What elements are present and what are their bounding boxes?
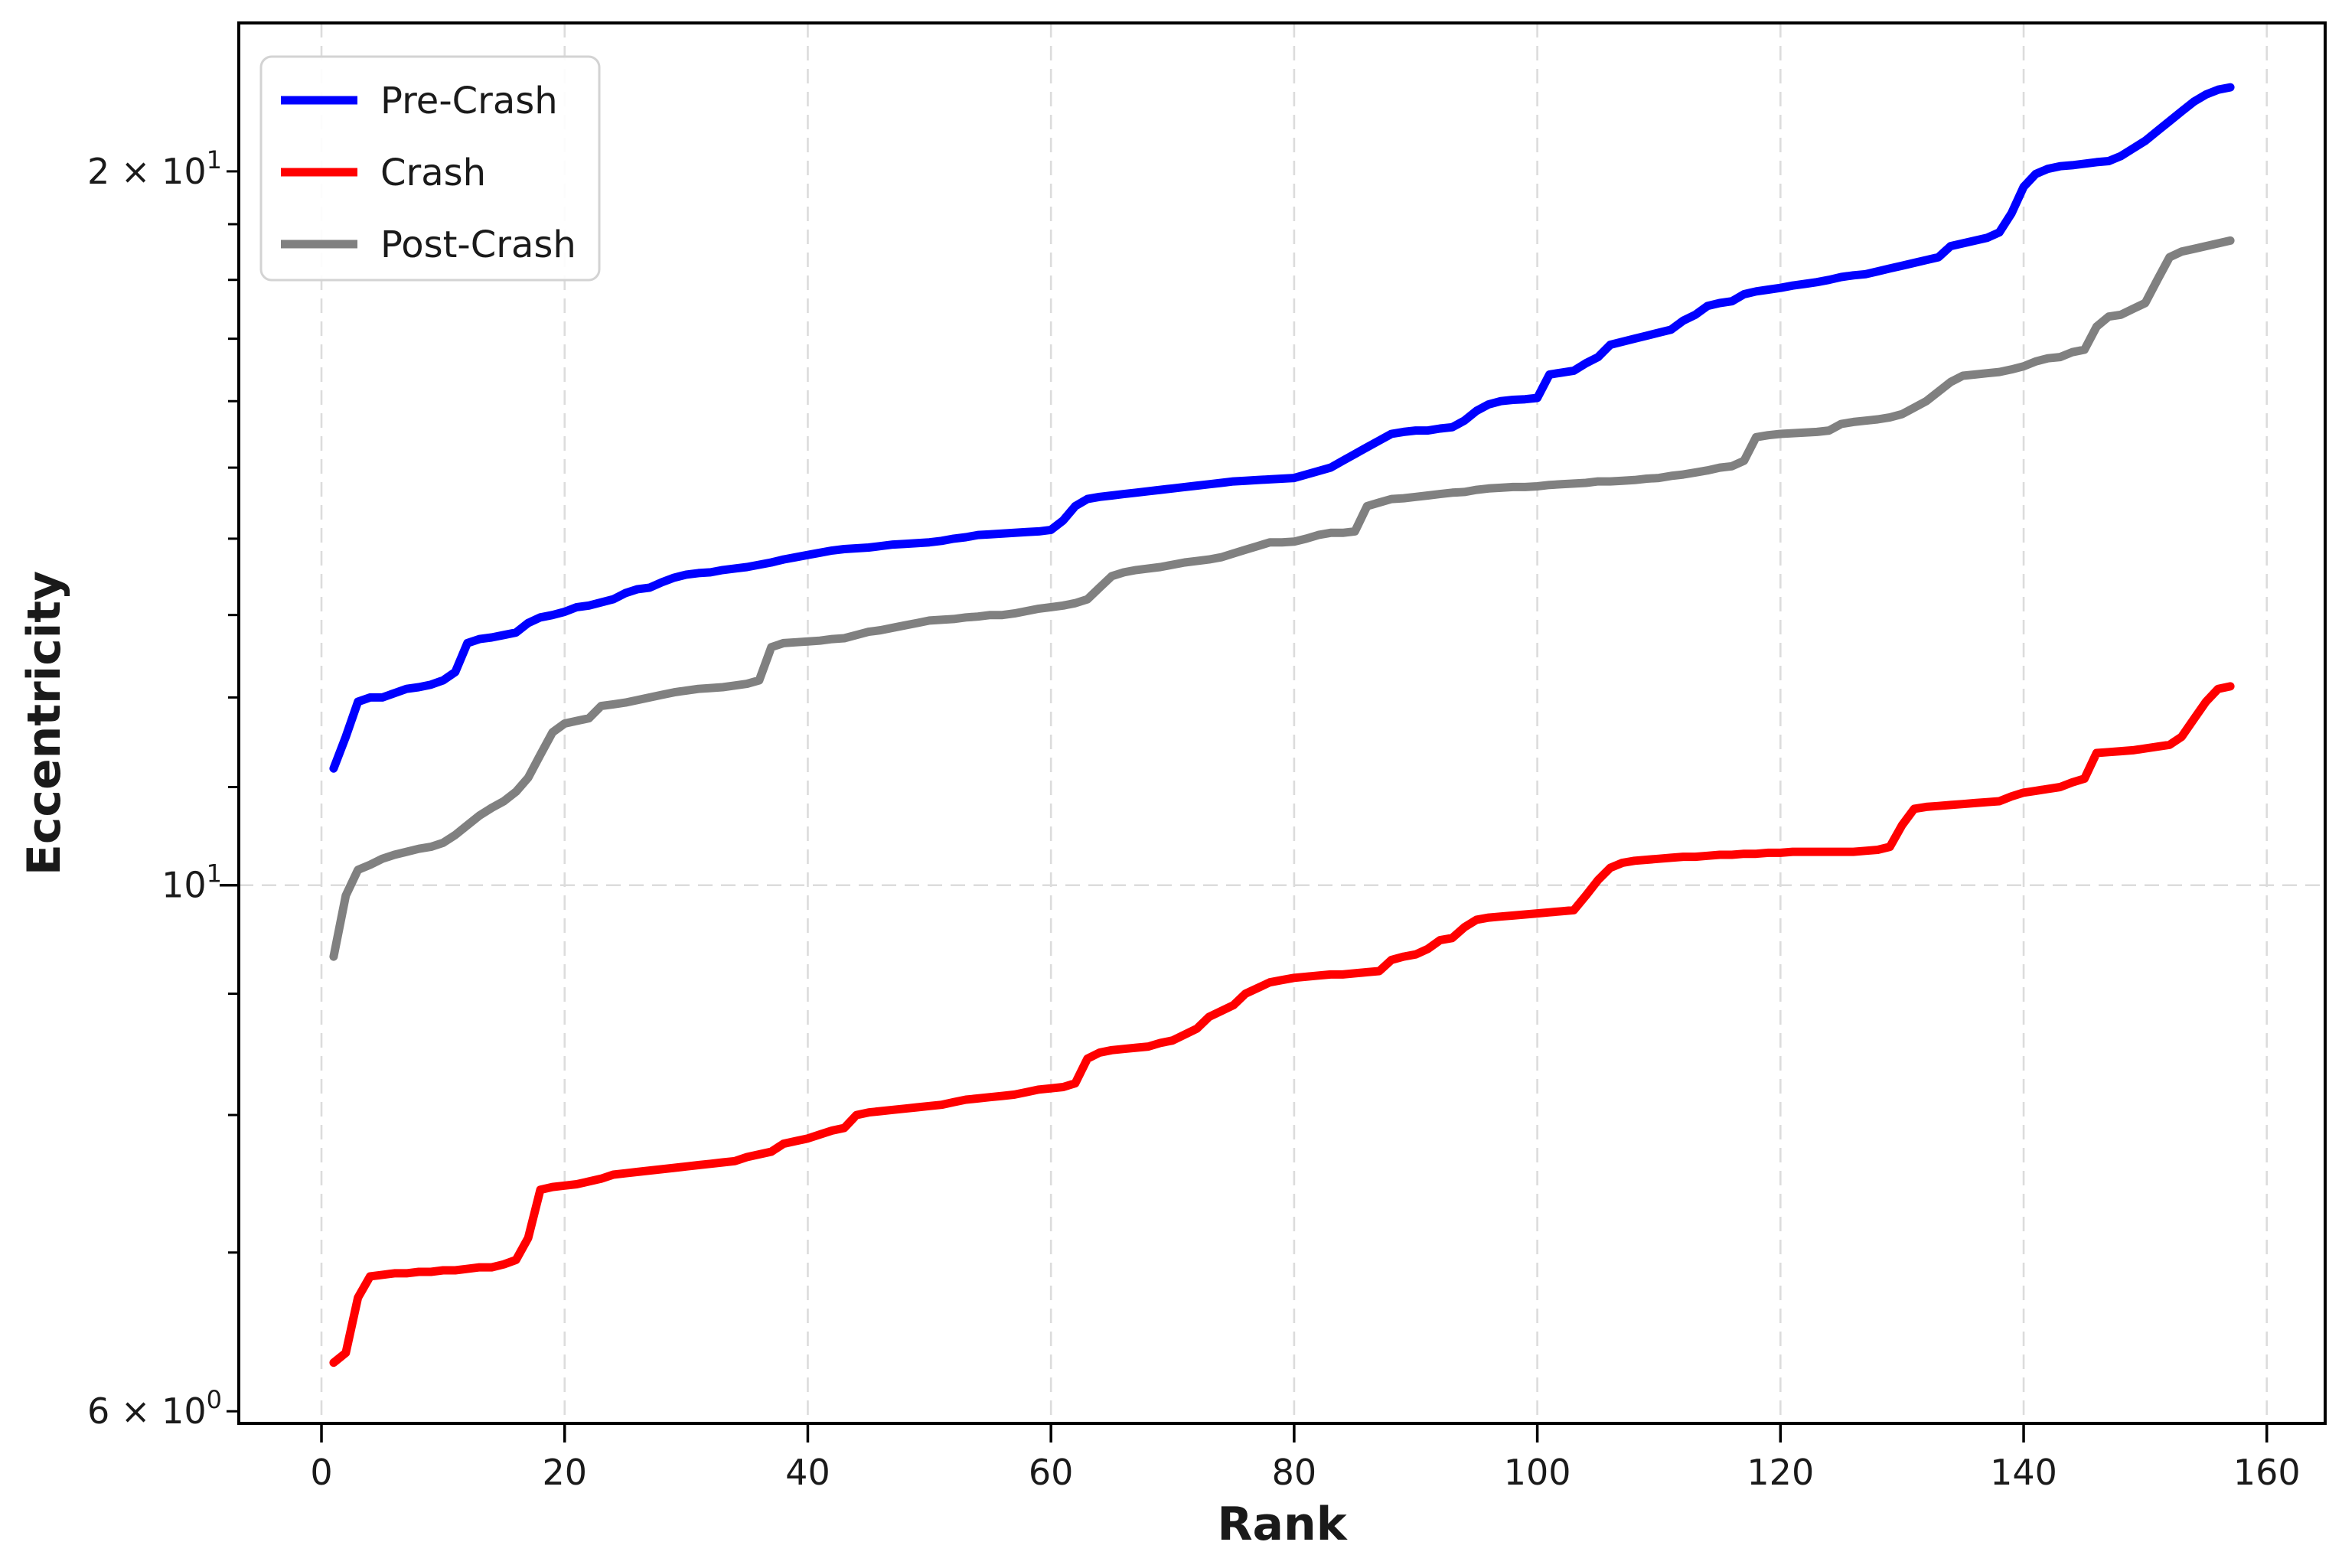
x-tick-label-140: 140	[1990, 1452, 2057, 1493]
x-tick-label-120: 120	[1747, 1452, 1814, 1493]
y-axis-label: Eccentricity	[18, 571, 71, 875]
x-tick-label-160: 160	[2233, 1452, 2301, 1493]
legend-box	[259, 55, 601, 282]
legend-label-post-crash: Post-Crash	[380, 223, 576, 266]
y-tick-label-10: 101	[161, 859, 222, 906]
line-crash	[329, 682, 2235, 1368]
plot-border	[237, 21, 2327, 1425]
x-tick-label-40: 40	[785, 1452, 830, 1493]
x-tick-label-80: 80	[1272, 1452, 1317, 1493]
line-pre-crash	[329, 83, 2235, 773]
series-layer	[329, 83, 2235, 1368]
y-tick-label-20: 2 × 101	[87, 145, 222, 192]
legend: Pre-Crash Crash Post-Crash	[259, 55, 601, 282]
x-tick-label-100: 100	[1504, 1452, 1571, 1493]
axes-layer: 0 20 40 60 80 100 120 140 160 6 × 100 101 2 × 101	[87, 21, 2327, 1493]
legend-label-pre-crash: Pre-Crash	[380, 80, 558, 122]
x-axis-label: Rank	[1217, 1498, 1348, 1551]
line-post-crash	[329, 236, 2235, 961]
x-tick-label-20: 20	[542, 1452, 587, 1493]
y-tick-label-6: 6 × 100	[87, 1385, 222, 1432]
x-tick-label-0: 0	[310, 1452, 332, 1493]
legend-label-crash: Crash	[380, 152, 486, 194]
x-tick-label-60: 60	[1029, 1452, 1074, 1493]
